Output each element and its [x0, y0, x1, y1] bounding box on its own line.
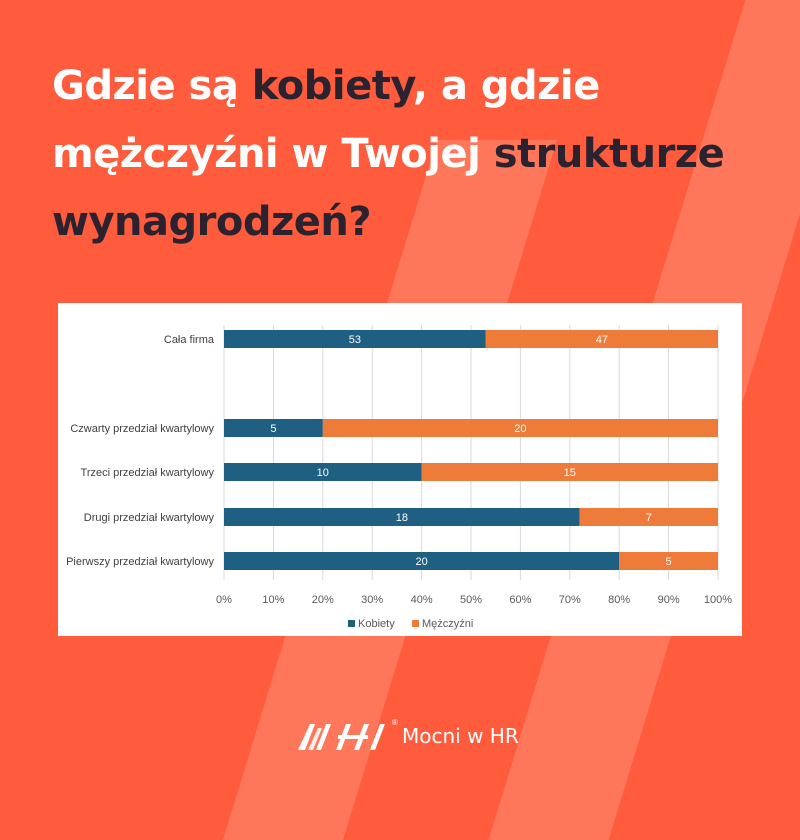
x-tick-label: 90% [658, 594, 680, 606]
legend-label: Kobiety [358, 618, 395, 630]
legend-label: Mężczyźni [422, 618, 473, 630]
bar-segment-mezczyzni [579, 508, 718, 526]
brand-footer: ® Mocni w HR [296, 716, 519, 756]
x-tick-label: 40% [411, 594, 433, 606]
data-label: 20 [415, 556, 427, 568]
x-tick-label: 0% [216, 594, 232, 606]
mocni-w-hr-logo-icon: ® [296, 718, 398, 754]
headline-part-1: Gdzie są [52, 63, 252, 109]
page-title: Gdzie są kobiety, a gdzie mężczyźni w Tw… [52, 52, 752, 256]
stacked-bar-chart: 0% 10% 20% 30% 40% 50% 60% 70% 80% 90% 100% Cała fi… [66, 325, 732, 630]
registered-mark: ® [392, 718, 398, 727]
x-tick-label: 80% [608, 594, 630, 606]
category-label: Trzeci przedział kwartylowy [81, 467, 215, 479]
x-tick-label: 100% [704, 594, 732, 606]
data-label: 20 [514, 423, 526, 435]
data-label: 7 [646, 512, 652, 524]
bar-segment-kobiety [224, 419, 323, 437]
brand-name: Mocni w HR [402, 724, 519, 748]
category-label: Pierwszy przedział kwartylowy [66, 556, 214, 568]
headline-part-3: , a gdzie mężczyźni w Twojej [52, 63, 600, 177]
legend-swatch [412, 620, 419, 627]
x-tick-label: 60% [509, 594, 531, 606]
x-tick-label: 50% [460, 594, 482, 606]
data-label: 47 [596, 334, 608, 346]
data-label: 18 [396, 512, 408, 524]
bar-segment-mezczyzni [485, 330, 718, 348]
data-label: 5 [666, 556, 672, 568]
bar-segment-kobiety [224, 463, 422, 481]
legend-swatch [348, 620, 355, 627]
chart-card: 0% 10% 20% 30% 40% 50% 60% 70% 80% 90% 100% Cała fi… [58, 303, 742, 636]
category-label: Czwarty przedział kwartylowy [70, 423, 214, 435]
x-tick-label: 10% [262, 594, 284, 606]
data-label: 5 [270, 423, 276, 435]
data-label: 10 [317, 467, 329, 479]
headline-highlight-kobiety: kobiety [251, 63, 414, 109]
bar-segment-mezczyzni [619, 552, 718, 570]
bar-segment-mezczyzni [322, 419, 718, 437]
category-label: Cała firma [164, 334, 215, 346]
data-label: 15 [564, 467, 576, 479]
headline-highlight-structure: strukturze wynagrodzeń? [52, 131, 725, 245]
x-tick-label: 20% [312, 594, 334, 606]
x-tick-label: 70% [559, 594, 581, 606]
x-tick-label: 30% [361, 594, 383, 606]
bar-segment-kobiety [224, 508, 580, 526]
bar-segment-kobiety [224, 330, 486, 348]
bar-segment-mezczyzni [421, 463, 718, 481]
data-label: 53 [349, 334, 361, 346]
bar-segment-kobiety [224, 552, 620, 570]
category-label: Drugi przedział kwartylowy [84, 512, 215, 524]
